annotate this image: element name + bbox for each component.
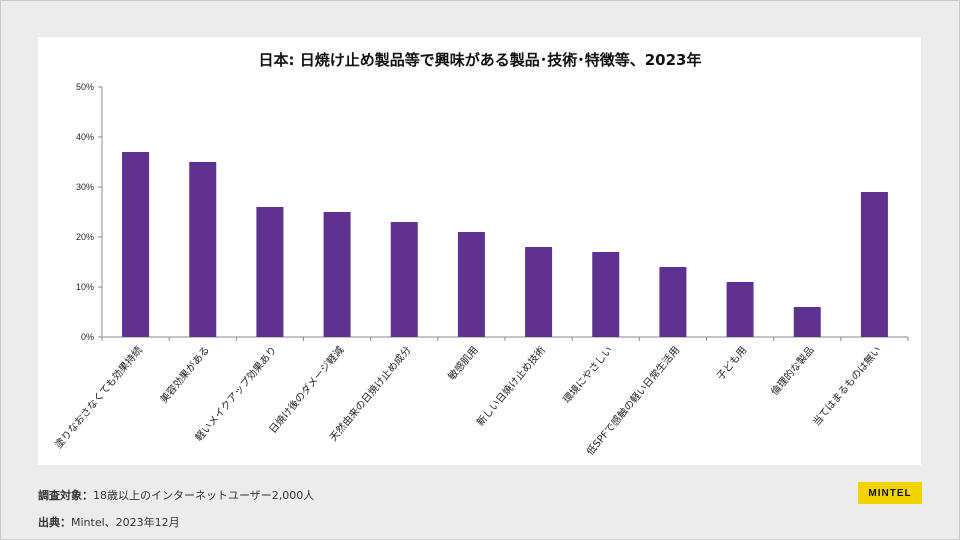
- x-category-label: 日焼け後のダメージ軽減: [266, 344, 346, 436]
- y-tick-labels: 0% 10% 20% 30% 40% 50%: [76, 82, 94, 342]
- x-category-label: 倫理的な製品: [768, 344, 817, 398]
- x-category-label: 新しい日焼け止め技術: [474, 344, 548, 429]
- bar: [256, 207, 284, 337]
- x-category-label: 子ども用: [714, 344, 749, 382]
- bar: [122, 152, 150, 337]
- x-category-label: 当てはまるものは無い: [810, 344, 884, 429]
- survey-note: 調査対象：18歳以上のインターネットユーザー2,000人: [38, 487, 314, 503]
- bar: [457, 232, 485, 337]
- y-tick-label: 30%: [76, 182, 94, 192]
- bar: [323, 212, 351, 337]
- bar: [860, 192, 888, 337]
- bar: [189, 162, 217, 337]
- y-tick-label: 10%: [76, 282, 94, 292]
- bar: [793, 307, 821, 337]
- chart-title: 日本: 日焼け止め製品等で興味がある製品･技術･特徴等、2023年: [258, 51, 702, 69]
- bar: [525, 247, 553, 337]
- x-category-label: 塗りなおさなくても効果持続: [52, 344, 145, 451]
- source-label: 出典：: [38, 516, 71, 529]
- chart-axes: [98, 86, 909, 341]
- bar: [726, 282, 754, 337]
- y-tick-label: 0%: [81, 332, 94, 342]
- chart-bars: [122, 152, 888, 337]
- x-category-label: 環境にやさしい: [560, 344, 615, 406]
- y-tick-label: 20%: [76, 232, 94, 242]
- y-tick-label: 40%: [76, 132, 94, 142]
- survey-text: 18歳以上のインターネットユーザー2,000人: [93, 489, 315, 502]
- y-tick-label: 50%: [76, 82, 94, 92]
- x-category-label: 敏感肌用: [445, 344, 481, 383]
- bar: [659, 267, 687, 337]
- source-note: 出典：Mintel、2023年12月: [38, 514, 180, 530]
- bar: [592, 252, 620, 337]
- source-text: Mintel、2023年12月: [71, 516, 180, 529]
- bar: [390, 222, 418, 337]
- survey-label: 調査対象：: [38, 489, 93, 502]
- x-category-label: 美容効果がある: [157, 344, 212, 406]
- x-category-labels: 塗りなおさなくても効果持続 美容効果がある軽いメイクアップ効果あり日焼け後のダメー…: [52, 344, 884, 458]
- mintel-logo: MINTEL: [858, 482, 922, 504]
